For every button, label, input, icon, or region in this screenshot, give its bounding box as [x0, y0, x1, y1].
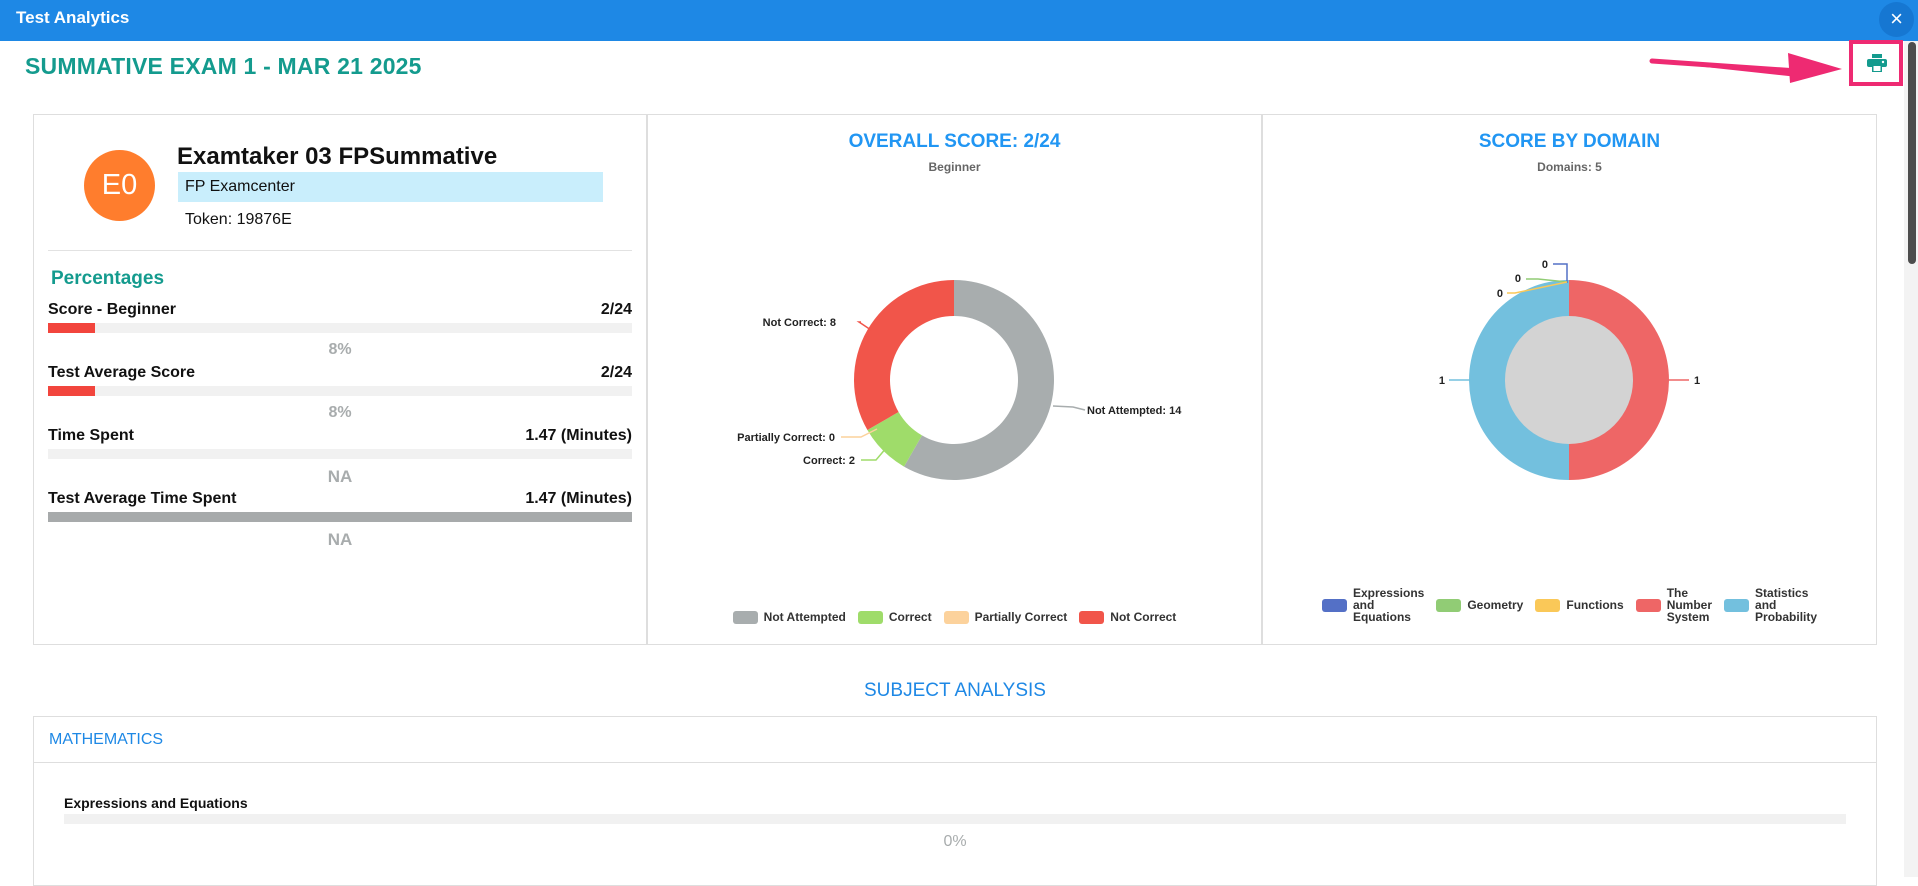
printer-icon — [1867, 54, 1887, 72]
domain-progress-track — [64, 814, 1846, 824]
chart-title: OVERALL SCORE: 2/24 — [848, 131, 1061, 152]
domain-percent: 0% — [943, 833, 967, 850]
metric-percent: 8% — [328, 404, 352, 421]
label-statistics: 1 — [1439, 375, 1445, 387]
student-panel: E0 Examtaker 03 FPSummative FP Examcente… — [33, 114, 647, 645]
label-functions: 0 — [1497, 288, 1503, 300]
progress-fill — [48, 386, 95, 396]
progress-track — [48, 386, 632, 396]
divider — [48, 250, 632, 251]
progress-track — [48, 323, 632, 333]
subject-header[interactable]: MATHEMATICS — [34, 717, 1876, 763]
overall-score-panel: OVERALL SCORE: 2/24 Beginner Not Correct… — [647, 114, 1262, 645]
metric-percent: NA — [327, 530, 353, 549]
progress-track — [48, 512, 632, 522]
close-icon: × — [1890, 6, 1903, 31]
label-number-system: 1 — [1694, 375, 1700, 387]
legend-item[interactable]: Statistics and Probability — [1724, 587, 1817, 623]
metric-label: Test Average Score — [48, 364, 196, 381]
percentages-heading: Percentages — [51, 268, 165, 289]
legend-item[interactable]: Functions — [1535, 598, 1624, 612]
window-title: Test Analytics — [16, 8, 130, 27]
subject-analysis-heading: SUBJECT ANALYSIS — [864, 680, 1046, 701]
legend-item[interactable]: Geometry — [1436, 598, 1523, 612]
legend-item[interactable]: Partially Correct — [943, 610, 1067, 624]
slice-not-correct[interactable] — [854, 280, 954, 430]
metric-label: Score - Beginner — [48, 301, 177, 318]
legend-item[interactable]: The Number System — [1635, 587, 1712, 623]
legend-item[interactable]: Not Attempted — [732, 610, 846, 624]
avatar: E0 — [84, 150, 155, 221]
print-button[interactable] — [1849, 40, 1903, 86]
chart-subtitle: Beginner — [928, 160, 981, 174]
metric-value: 1.47 (Minutes) — [525, 427, 632, 444]
legend-item[interactable]: Expressions and Equations — [1321, 587, 1424, 623]
label-correct: Correct: 2 — [803, 455, 855, 467]
metric-value: 2/24 — [600, 364, 632, 381]
exam-title: SUMMATIVE EXAM 1 - MAR 21 2025 — [25, 53, 422, 79]
metric-percent: 8% — [328, 341, 352, 358]
annotation-arrow — [1649, 53, 1842, 83]
metric-value: 1.47 (Minutes) — [525, 490, 632, 507]
scrollbar-thumb[interactable] — [1908, 42, 1916, 264]
subject-name: MATHEMATICS — [49, 731, 164, 748]
score-by-domain-panel: SCORE BY DOMAIN Domains: 5 0 0 0 1 1 Exp… — [1262, 114, 1877, 645]
metric-value: 2/24 — [600, 301, 632, 318]
domain-score-chart: 0 0 0 1 1 — [1439, 259, 1700, 480]
label-geometry: 0 — [1515, 273, 1521, 285]
label-expressions: 0 — [1542, 259, 1548, 271]
chart-legend: Expressions and Equations Geometry Functio… — [1263, 587, 1876, 623]
progress-fill — [48, 512, 632, 522]
close-button[interactable]: × — [1879, 2, 1914, 37]
window-titlebar: Test Analytics — [0, 0, 1918, 41]
chart-title: SCORE BY DOMAIN — [1478, 131, 1661, 152]
metric-percent: NA — [327, 467, 353, 486]
overall-score-chart: Not Correct: 8 Not Attempted: 14 Partial… — [737, 280, 1182, 480]
student-name: Examtaker 03 FPSummative — [177, 143, 498, 170]
subject-panel: MATHEMATICS Expressions and Equations 0% — [33, 716, 1877, 886]
chart-subtitle: Domains: 5 — [1537, 160, 1602, 174]
label-partially-correct: Partially Correct: 0 — [737, 432, 835, 444]
label-not-attempted: Not Attempted: 14 — [1087, 405, 1182, 417]
slice-correct[interactable] — [867, 412, 922, 467]
domain-label: Expressions and Equations — [64, 795, 248, 811]
slice-not-attempted[interactable] — [904, 280, 1054, 480]
exam-center: FP Examcenter — [178, 172, 603, 202]
token-text: Token: 19876E — [185, 211, 292, 228]
metric-label: Test Average Time Spent — [48, 490, 237, 507]
progress-track — [48, 449, 632, 459]
progress-fill — [48, 323, 95, 333]
legend-item[interactable]: Correct — [857, 610, 932, 624]
chart-legend: Not Attempted Correct Partially Correct … — [648, 610, 1261, 624]
legend-item[interactable]: Not Correct — [1079, 610, 1176, 624]
label-not-correct: Not Correct: 8 — [763, 317, 836, 329]
metric-label: Time Spent — [48, 427, 134, 444]
